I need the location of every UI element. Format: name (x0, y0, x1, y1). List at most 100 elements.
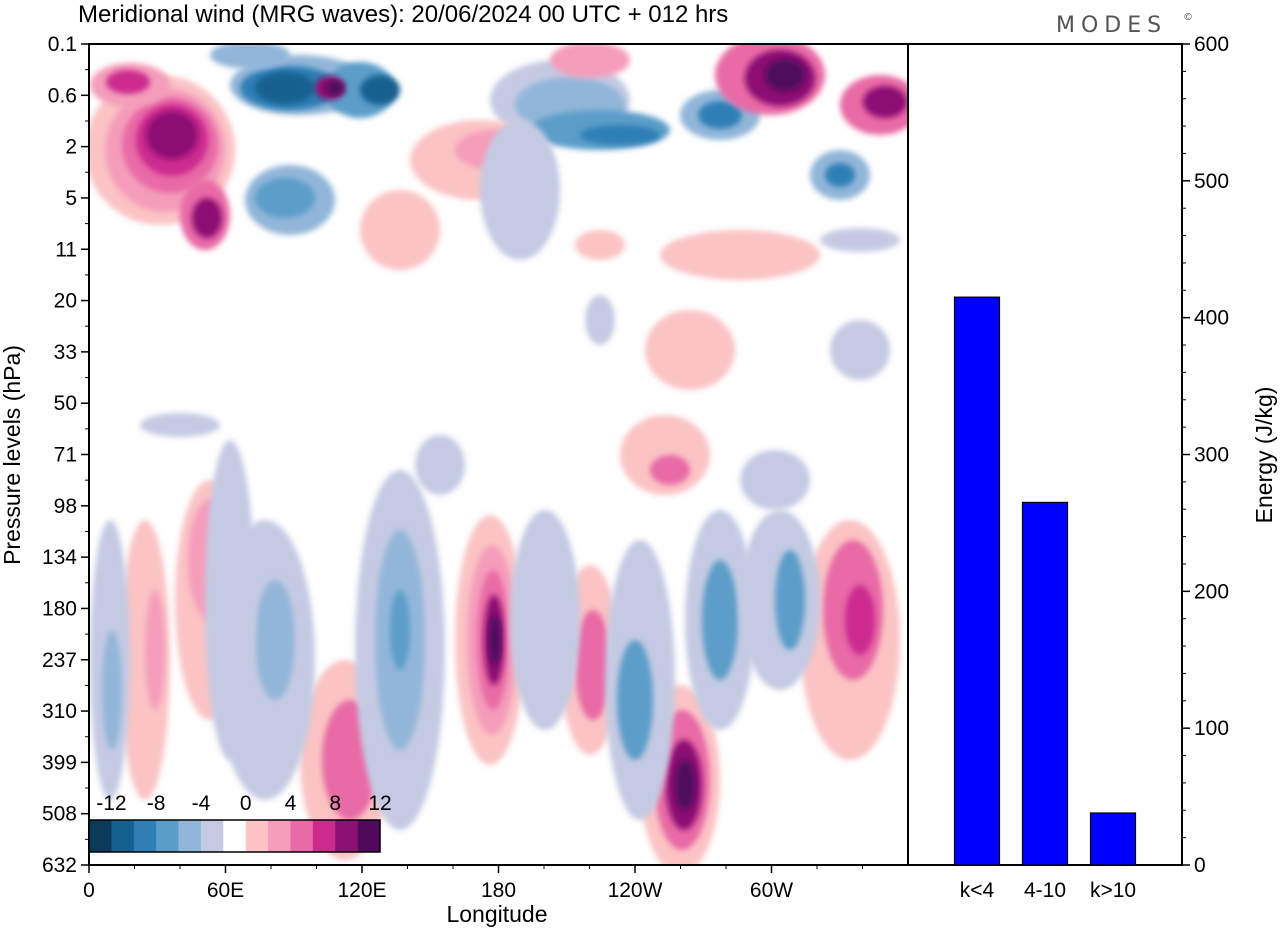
colorbar-label: 12 (368, 792, 391, 815)
bar-category-label: 4-10 (1024, 879, 1066, 902)
longitude-tick-label: 60W (750, 879, 793, 902)
longitude-tick-label: 120W (608, 879, 663, 902)
wind-contour (120, 520, 170, 800)
energy-bar (953, 296, 1001, 866)
wind-contour (360, 190, 440, 270)
x-axis-label: Longitude (446, 901, 547, 927)
colorbar-cell (335, 820, 358, 852)
wind-contour (830, 320, 890, 380)
wind-contour (146, 111, 198, 159)
wind-contour (863, 86, 907, 118)
wind-contour (775, 550, 805, 650)
y-axis-label: Pressure levels (hPa) (0, 345, 25, 565)
pressure-tick-label: 98 (54, 495, 77, 518)
longitude-axis: 0 60E 120E 180 120W 60W (83, 865, 863, 902)
pressure-tick-label: 508 (42, 803, 77, 826)
wind-contour (210, 44, 290, 69)
colorbar-label: -12 (96, 792, 126, 815)
wind-contour (650, 455, 690, 485)
wind-contour (145, 590, 165, 710)
colorbar-label: 8 (329, 792, 341, 815)
wind-contour (102, 630, 122, 750)
longitude-tick-label: 60E (207, 879, 244, 902)
wind-contour (702, 560, 738, 680)
wind-contour (825, 163, 855, 187)
longitude-tick-label: 180 (481, 879, 516, 902)
wind-contour (698, 101, 742, 129)
wind-contour (205, 440, 255, 760)
wind-contour (845, 585, 875, 655)
pressure-tick-label: 399 (42, 751, 77, 774)
colorbar-cell (223, 820, 246, 852)
energy-axis-label: Energy (J/kg) (1251, 387, 1277, 524)
wind-contour (510, 510, 580, 730)
pressure-tick-label: 237 (42, 649, 77, 672)
heatmap-field (89, 44, 908, 865)
colorbar-labels: -12 -8 -4 0 4 8 12 (96, 792, 391, 815)
pressure-tick-label: 632 (42, 854, 77, 877)
wind-contour (192, 198, 222, 238)
energy-bars (953, 296, 1137, 866)
colorbar-cell (245, 820, 269, 852)
energy-tick-label: 200 (1194, 580, 1229, 603)
colorbar-cell (268, 820, 291, 852)
pressure-tick-label: 50 (54, 392, 77, 415)
colorbar-cell (357, 820, 381, 852)
energy-tick-label: 0 (1194, 854, 1206, 877)
wind-contour (550, 44, 630, 78)
bar-category-label: k>10 (1090, 879, 1136, 902)
colorbar-cell (290, 820, 314, 852)
colorbar-cell (312, 820, 336, 852)
wind-contour (106, 70, 150, 94)
pressure-tick-label: 134 (42, 546, 77, 569)
modes-logo: MODES © (1056, 12, 1193, 38)
colorbar-cell (156, 820, 179, 852)
wind-contour (140, 413, 220, 437)
wind-contour (580, 125, 660, 145)
pressure-tick-label: 71 (54, 444, 77, 467)
colorbar: -12 -8 -4 0 4 8 12 (88, 792, 392, 853)
energy-bar (1089, 812, 1137, 866)
pressure-tick-label: 2 (65, 136, 77, 159)
heatmap-panel: 0.1 0.6 2 5 11 20 33 50 71 98 134 180 237 310 399 508 63… (0, 33, 909, 927)
colorbar-cell (178, 820, 202, 852)
colorbar-label: 0 (240, 792, 252, 815)
colorbar-cell (133, 820, 157, 852)
wind-contour (820, 228, 900, 252)
wind-contour (360, 75, 400, 105)
wind-contour (660, 230, 820, 280)
pressure-axis: 0.1 0.6 2 5 11 20 33 50 71 98 134 180 237 310 399 508 63… (42, 33, 89, 877)
wind-contour (645, 310, 735, 390)
wind-contour (617, 640, 653, 760)
energy-tick-label: 300 (1194, 444, 1229, 467)
energy-tick-label: 100 (1194, 717, 1229, 740)
wind-contour (390, 590, 410, 670)
pressure-tick-label: 5 (65, 187, 77, 210)
pressure-tick-label: 310 (42, 700, 77, 723)
pressure-tick-label: 20 (54, 290, 77, 313)
bar-category-label: k<4 (960, 879, 995, 902)
colorbar-label: -8 (147, 792, 166, 815)
wind-contour (326, 81, 344, 95)
colorbar-frame (88, 819, 381, 853)
colorbar-label: -4 (192, 792, 211, 815)
pressure-tick-label: 11 (55, 238, 77, 261)
colorbar-cell (111, 820, 135, 852)
colorbar-cells (89, 820, 381, 852)
energy-tick-label: 500 (1194, 170, 1229, 193)
wind-contour (255, 178, 315, 218)
logo-text: MODES (1056, 13, 1167, 38)
pressure-tick-label: 33 (54, 341, 77, 364)
energy-bar-panel: 0 100 200 300 400 500 600 k<4 4-10 k>10 Energy (… (907, 33, 1277, 902)
wavenumber-axis: k<4 4-10 k>10 (960, 879, 1136, 902)
logo-mark: © (1183, 12, 1193, 23)
energy-tick-label: 600 (1194, 33, 1229, 56)
wind-contour (740, 450, 810, 510)
colorbar-label: 4 (285, 792, 297, 815)
pressure-tick-label: 180 (42, 597, 77, 620)
wind-contour (255, 72, 315, 104)
colorbar-cell (200, 820, 224, 852)
wind-contour (480, 120, 560, 260)
longitude-tick-label: 120E (337, 879, 386, 902)
